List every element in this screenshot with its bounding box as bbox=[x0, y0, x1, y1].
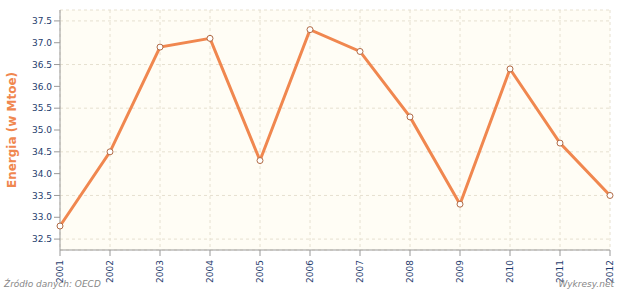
html-text:Wykresy.net: Wykresy.net bbox=[558, 279, 614, 289]
svg-text:2005: 2005 bbox=[255, 260, 265, 283]
svg-text:2001: 2001 bbox=[55, 260, 66, 283]
svg-text:2004: 2004 bbox=[205, 260, 215, 283]
html-text:Źródło danych: OECD: Źródło danych: OECD bbox=[4, 279, 101, 289]
svg-text:2006: 2006 bbox=[305, 260, 315, 283]
svg-text:2010: 2010 bbox=[505, 260, 515, 283]
svg-text:36.5: 36.5 bbox=[32, 60, 52, 70]
svg-text:36.0: 36.0 bbox=[32, 82, 52, 92]
svg-text:37.0: 37.0 bbox=[32, 38, 52, 48]
svg-text:2008: 2008 bbox=[405, 260, 415, 283]
svg-text:34.0: 34.0 bbox=[32, 169, 52, 179]
svg-text:2007: 2007 bbox=[355, 260, 365, 283]
svg-text:35.5: 35.5 bbox=[32, 103, 52, 113]
svg-text:32.5: 32.5 bbox=[32, 234, 52, 244]
svg-text:37.5: 37.5 bbox=[32, 16, 52, 26]
svg-text:2009: 2009 bbox=[455, 260, 465, 283]
svg-text:Energia (w Mtoe): Energia (w Mtoe) bbox=[8, 72, 19, 188]
svg-text:2003: 2003 bbox=[155, 260, 165, 283]
svg-text:33.0: 33.0 bbox=[32, 212, 52, 222]
svg-text:2011: 2011 bbox=[555, 260, 566, 283]
svg-text:33.5: 33.5 bbox=[32, 191, 52, 201]
svg-text:2002: 2002 bbox=[105, 260, 115, 283]
svg-text:35.0: 35.0 bbox=[32, 125, 52, 135]
svg-text:34.5: 34.5 bbox=[32, 147, 52, 157]
